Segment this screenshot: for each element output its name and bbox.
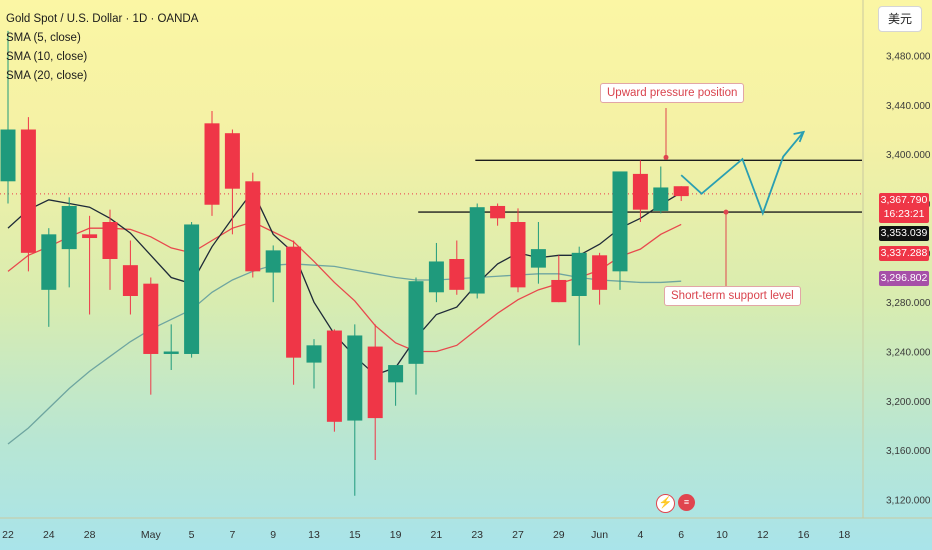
last-price-value: 3,367.790 [880, 194, 928, 206]
x-tick-label: 24 [43, 529, 55, 541]
lightning-event-icon[interactable]: ⚡ [656, 494, 675, 513]
candle-body [224, 133, 240, 189]
chart-legend: Gold Spot / U.S. Dollar · 1D · OANDA SMA… [6, 10, 198, 86]
countdown-value: 16:23:21 [883, 208, 925, 220]
y-tick-label: 3,200.000 [886, 397, 931, 408]
candle-body [653, 187, 669, 211]
candle-body [612, 171, 628, 272]
sma5-label[interactable]: SMA (5, close) [6, 32, 81, 44]
x-tick-label: Jun [591, 529, 608, 541]
last-price-tag: 3,367.790 16:23:21 [879, 193, 929, 223]
chart-title[interactable]: Gold Spot / U.S. Dollar · 1D · OANDA [6, 13, 199, 25]
candle-body [530, 249, 546, 268]
x-tick-label: 15 [349, 529, 361, 541]
candle-body [0, 129, 16, 182]
support-price-tag: 3,353.039 [879, 226, 929, 241]
x-tick-label: 27 [512, 529, 524, 541]
y-tick-label: 3,400.000 [886, 150, 931, 161]
candle-body [428, 261, 444, 293]
candle-body [143, 283, 159, 354]
sma20-label[interactable]: SMA (20, close) [6, 70, 88, 82]
y-tick-label: 3,280.000 [886, 298, 931, 309]
candle-body [265, 250, 281, 273]
candle-body [673, 186, 689, 197]
candle-body [571, 252, 587, 296]
x-tick-label: 5 [189, 529, 195, 541]
forecast-arrowhead [793, 130, 806, 143]
candle-body [163, 351, 179, 354]
support-callout-dot [723, 209, 729, 215]
candle-body [592, 255, 608, 290]
y-tick-label: 3,160.000 [886, 446, 931, 457]
candle-body [82, 234, 98, 239]
candle-body [245, 181, 261, 272]
sma20-line [7, 263, 682, 445]
candle-body [632, 173, 648, 210]
sma5-line [7, 189, 682, 376]
x-tick-label: 7 [229, 529, 235, 541]
forecast-path [680, 131, 805, 216]
sma10-label[interactable]: SMA (10, close) [6, 51, 88, 63]
candle-body [286, 246, 302, 358]
upward-pressure-callout: Upward pressure position [600, 83, 745, 103]
x-tick-label: May [141, 529, 162, 541]
candle-body [326, 330, 342, 422]
candle-body [367, 346, 383, 419]
candle-body [122, 265, 138, 296]
candle-body [388, 365, 404, 383]
y-tick-label: 3,480.000 [886, 52, 931, 63]
x-tick-label: 16 [798, 529, 810, 541]
currency-button[interactable]: 美元 [878, 6, 922, 32]
candle-body [551, 279, 567, 303]
candle-body [469, 207, 485, 294]
x-tick-label: 9 [270, 529, 276, 541]
candle-body [61, 205, 77, 250]
sma10-line [7, 221, 682, 353]
x-tick-label: 22 [2, 529, 14, 541]
us-flag-event-icon[interactable]: ≡ [678, 494, 695, 511]
x-tick-label: 28 [84, 529, 96, 541]
x-tick-label: 23 [471, 529, 483, 541]
candle-body [347, 335, 363, 421]
x-tick-label: 18 [839, 529, 851, 541]
candle-body [510, 222, 526, 288]
x-tick-label: 6 [678, 529, 684, 541]
y-tick-label: 3,120.000 [886, 496, 931, 507]
x-tick-label: 4 [637, 529, 643, 541]
sma10-price-tag: 3,337.288 [879, 246, 929, 261]
sma20-price-tag: 3,296.802 [879, 271, 929, 286]
x-tick-label: 21 [431, 529, 443, 541]
candle-body [490, 205, 506, 219]
x-tick-label: 29 [553, 529, 565, 541]
candle-body [204, 123, 220, 205]
candle-body [184, 224, 200, 354]
candle-body [408, 281, 424, 364]
candle-body [20, 129, 36, 253]
candle-body [449, 259, 465, 290]
y-tick-label: 3,440.000 [886, 101, 931, 112]
y-tick-label: 3,240.000 [886, 348, 931, 359]
x-tick-label: 19 [390, 529, 402, 541]
upward-callout-dot [663, 154, 669, 160]
x-tick-label: 10 [716, 529, 728, 541]
support-level-callout: Short-term support level [664, 286, 801, 306]
candle-body [41, 234, 57, 290]
x-tick-label: 12 [757, 529, 769, 541]
x-tick-label: 13 [308, 529, 320, 541]
candle-body [102, 222, 118, 259]
candle-body [306, 345, 322, 363]
